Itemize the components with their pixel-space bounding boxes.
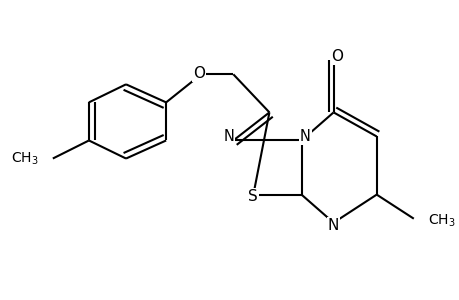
Text: S: S — [248, 189, 257, 204]
Text: N: N — [327, 218, 339, 233]
Text: CH$_3$: CH$_3$ — [11, 150, 39, 167]
Text: O: O — [193, 66, 205, 81]
Text: CH$_3$: CH$_3$ — [427, 212, 454, 229]
Text: N: N — [224, 129, 234, 144]
Text: N: N — [299, 129, 310, 144]
Text: O: O — [331, 49, 343, 64]
